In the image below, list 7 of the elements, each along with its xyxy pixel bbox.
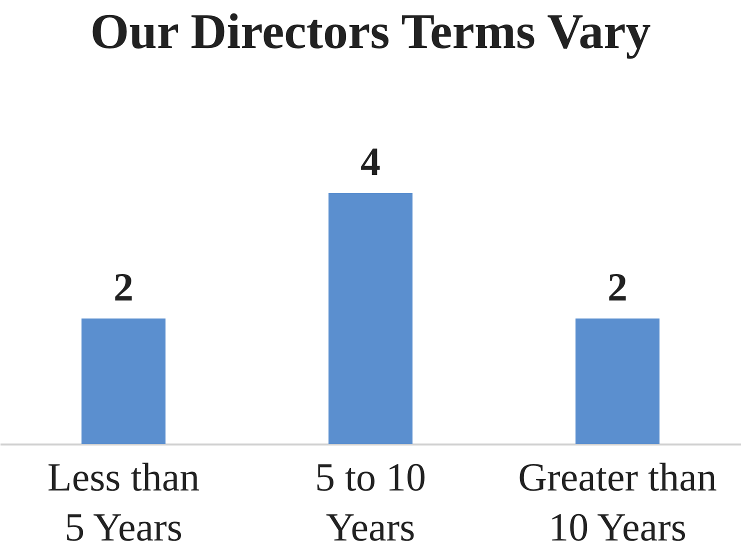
x-tick-label: Greater than 10 Years	[518, 454, 717, 550]
data-label: 2	[608, 264, 628, 310]
x-tick-label: Less than 5 Years	[47, 454, 200, 550]
chart-title: Our Directors Terms Vary	[90, 3, 651, 59]
data-label: 2	[114, 264, 134, 310]
data-label: 4	[360, 139, 380, 184]
x-tick-label: 5 to 10 Years	[314, 454, 426, 550]
